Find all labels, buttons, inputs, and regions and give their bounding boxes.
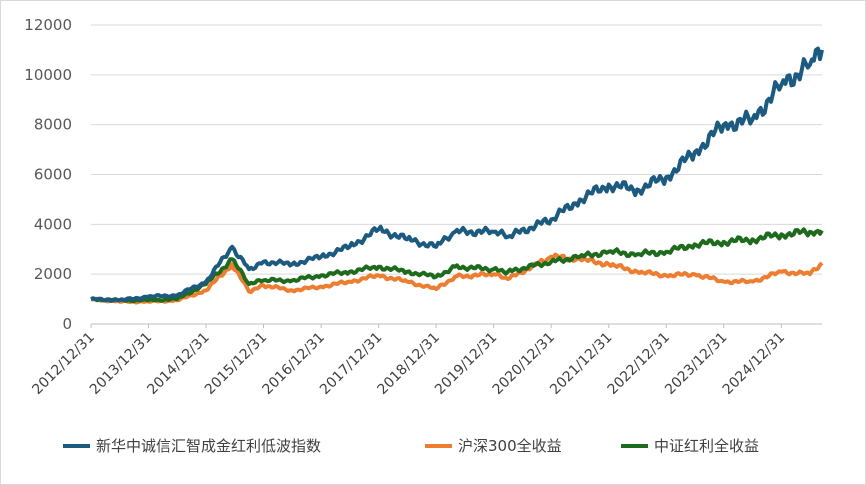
y-tick-label: 4000 [34, 215, 72, 233]
x-axis: 2012/12/312013/12/312014/12/312015/12/31… [29, 324, 788, 398]
series-lines [90, 46, 824, 305]
x-tick-label: 2024/12/31 [720, 330, 788, 398]
y-tick-label: 8000 [34, 116, 72, 134]
y-tick-label: 10000 [24, 66, 72, 84]
y-axis-ticks: 0 2000 4000 6000 8000 10000 12000 [24, 16, 72, 333]
series-line [90, 46, 824, 303]
legend-label: 新华中诚信汇智成金红利低波指数 [96, 437, 321, 455]
legend: 新华中诚信汇智成金红利低波指数 沪深300全收益 中证红利全收益 [63, 437, 759, 455]
y-tick-label: 12000 [24, 16, 72, 34]
y-tick-label: 0 [62, 315, 72, 333]
y-tick-label: 6000 [34, 166, 72, 184]
series-line [90, 227, 824, 304]
legend-label: 中证红利全收益 [654, 437, 759, 455]
series-line [90, 252, 824, 305]
legend-label: 沪深300全收益 [458, 437, 562, 455]
y-tick-label: 2000 [34, 265, 72, 283]
